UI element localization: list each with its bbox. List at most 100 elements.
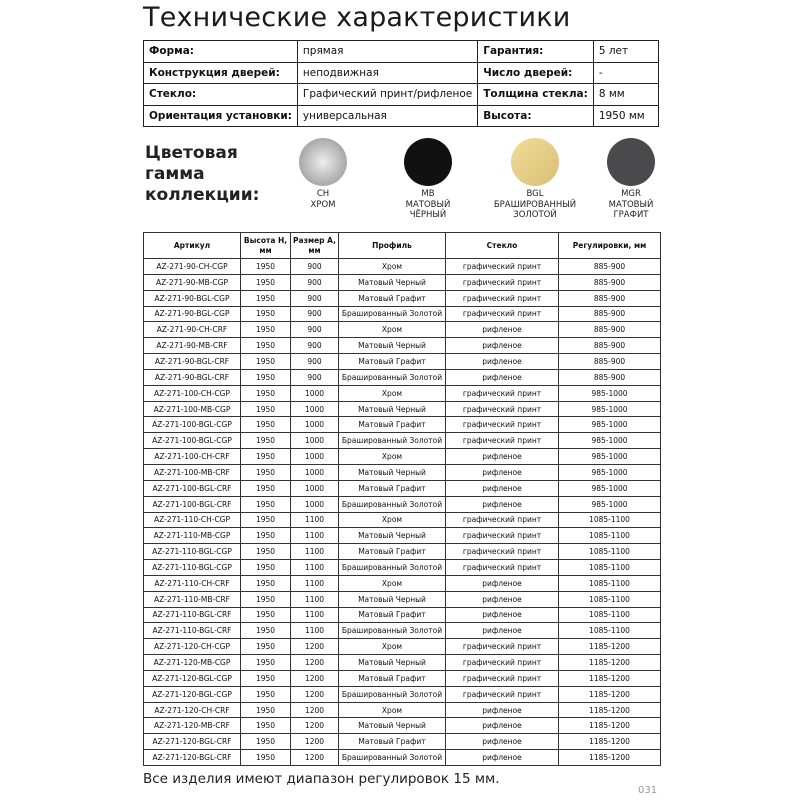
table-cell: графический принт: [445, 511, 559, 529]
table-cell: AZ-271-110-CH-CRF: [143, 574, 241, 592]
column-header: Регулировки, мм: [558, 232, 661, 259]
table-cell: Хром: [338, 448, 446, 465]
table-cell: AZ-271-90-MB-CRF: [143, 337, 241, 355]
table-cell: 985-1000: [558, 448, 661, 465]
table-row: AZ-271-120-BGL-CGP 1950 1200 Матовый Графит…: [143, 669, 661, 687]
table-cell: AZ-271-100-BGL-CGP: [143, 416, 241, 434]
table-cell: Хром: [338, 574, 446, 592]
table-cell: Хром: [338, 511, 446, 529]
table-cell: 1950: [240, 701, 291, 719]
table-cell: AZ-271-120-BGL-CRF: [143, 749, 241, 766]
table-cell: 1185-1200: [558, 733, 661, 751]
column-header: Профиль: [338, 232, 446, 259]
table-header-row: Артикул Высота H, мм Размер A, мм Профиль Ст…: [143, 232, 661, 259]
color-code: BGL: [526, 189, 544, 199]
spec-label: Высота:: [477, 104, 594, 127]
table-row: AZ-271-110-CH-CRF 1950 1100 Хром рифленое 108…: [143, 574, 661, 592]
table-cell: 1950: [240, 638, 291, 656]
table-cell: 1950: [240, 559, 291, 576]
table-cell: графический принт: [445, 432, 559, 450]
table-row: AZ-271-100-CH-CRF 1950 1000 Хром рифленое 985…: [143, 448, 661, 465]
table-cell: AZ-271-100-MB-CRF: [143, 463, 241, 481]
table-cell: 885-900: [558, 353, 661, 370]
table-cell: 1185-1200: [558, 654, 661, 671]
spec-table: Форма: прямая Гарантия: 5 лет Конструкция дв…: [143, 40, 660, 127]
table-cell: 1950: [240, 416, 291, 434]
table-cell: 1185-1200: [558, 717, 661, 735]
table-cell: AZ-271-100-BGL-CGP: [143, 432, 241, 450]
table-row: AZ-271-110-MB-CRF 1950 1100 Матовый Черный р…: [143, 590, 661, 608]
table-cell: Матовый Графит: [338, 416, 446, 434]
table-cell: Матовый Черный: [338, 717, 446, 735]
table-row: AZ-271-110-BGL-CRF 1950 1100 Брашированный …: [143, 622, 661, 640]
table-cell: 1085-1100: [558, 574, 661, 592]
table-cell: 1950: [240, 685, 291, 703]
table-row: AZ-271-110-BGL-CRF 1950 1100 Матовый Графит…: [143, 606, 661, 624]
table-cell: рифленое: [445, 463, 559, 481]
table-cell: AZ-271-90-MB-CGP: [143, 273, 241, 291]
table-cell: Брашированный Золотой: [338, 495, 446, 513]
table-cell: 985-1000: [558, 416, 661, 434]
column-header: Артикул: [143, 232, 241, 259]
table-row: AZ-271-100-BGL-CRF 1950 1000 Брашированный …: [143, 495, 661, 513]
table-cell: 985-1000: [558, 463, 661, 481]
table-row: AZ-271-100-BGL-CRF 1950 1000 Матовый Графит…: [143, 479, 661, 497]
table-cell: 1950: [240, 305, 291, 323]
table-cell: 1200: [290, 701, 339, 719]
table-cell: 1950: [240, 353, 291, 370]
spec-label: Конструкция дверей:: [143, 61, 298, 84]
table-cell: AZ-271-90-CH-CRF: [143, 321, 241, 339]
table-cell: Матовый Черный: [338, 273, 446, 291]
table-cell: AZ-271-100-MB-CGP: [143, 400, 241, 418]
table-cell: 1100: [290, 590, 339, 608]
table-cell: 1085-1100: [558, 559, 661, 576]
color-code: CH: [316, 189, 330, 199]
table-cell: графический принт: [445, 416, 559, 434]
table-cell: 1950: [240, 384, 291, 402]
table-cell: Хром: [338, 321, 446, 339]
table-cell: 1950: [240, 273, 291, 291]
color-swatch-mgr: MGR МАТОВЫЙ ГРАФИТ: [576, 138, 686, 221]
spec-row: Форма: прямая Гарантия: 5 лет: [143, 40, 660, 63]
table-cell: рифленое: [445, 622, 559, 640]
table-cell: рифленое: [445, 749, 559, 766]
table-row: AZ-271-90-MB-CGP 1950 900 Матовый Черный гра…: [143, 273, 661, 291]
color-label: MB МАТОВЫЙ ЧЁРНЫЙ: [373, 189, 483, 221]
table-cell: 1950: [240, 669, 291, 687]
table-cell: 885-900: [558, 289, 661, 307]
product-table: Артикул Высота H, мм Размер A, мм Профиль Ст…: [143, 232, 661, 766]
table-cell: 1200: [290, 717, 339, 735]
table-row: AZ-271-90-BGL-CRF 1950 900 Матовый Графит ри…: [143, 353, 661, 370]
table-cell: Матовый Графит: [338, 669, 446, 687]
table-cell: 985-1000: [558, 400, 661, 418]
color-circle: [511, 138, 559, 186]
table-cell: AZ-271-110-BGL-CRF: [143, 622, 241, 640]
table-cell: Хром: [338, 638, 446, 656]
color-name: МАТОВЫЙ ЧЁРНЫЙ: [405, 199, 451, 221]
table-cell: 1950: [240, 622, 291, 640]
spec-value: 5 лет: [592, 40, 660, 63]
table-cell: Матовый Черный: [338, 400, 446, 418]
table-cell: AZ-271-90-BGL-CRF: [143, 368, 241, 386]
table-cell: Хром: [338, 258, 446, 275]
table-row: AZ-271-100-BGL-CGP 1950 1000 Брашированный …: [143, 432, 661, 450]
table-cell: 985-1000: [558, 432, 661, 450]
table-cell: 1950: [240, 527, 291, 545]
table-cell: 1100: [290, 574, 339, 592]
table-cell: 1100: [290, 527, 339, 545]
table-cell: 900: [290, 305, 339, 323]
table-row: AZ-271-100-MB-CRF 1950 1000 Матовый Черный р…: [143, 463, 661, 481]
table-cell: 885-900: [558, 368, 661, 386]
table-cell: Матовый Графит: [338, 606, 446, 624]
table-cell: 1085-1100: [558, 622, 661, 640]
table-cell: 1950: [240, 258, 291, 275]
table-cell: Матовый Графит: [338, 289, 446, 307]
color-circle: [607, 138, 655, 186]
spec-value: прямая: [296, 40, 479, 63]
color-swatch-ch: CH ХРОМ: [268, 138, 378, 210]
table-cell: рифленое: [445, 574, 559, 592]
spec-value: неподвижная: [296, 61, 479, 84]
column-header: Высота H, мм: [240, 232, 291, 259]
spec-label: Толщина стекла:: [477, 83, 594, 106]
table-cell: 1950: [240, 749, 291, 766]
